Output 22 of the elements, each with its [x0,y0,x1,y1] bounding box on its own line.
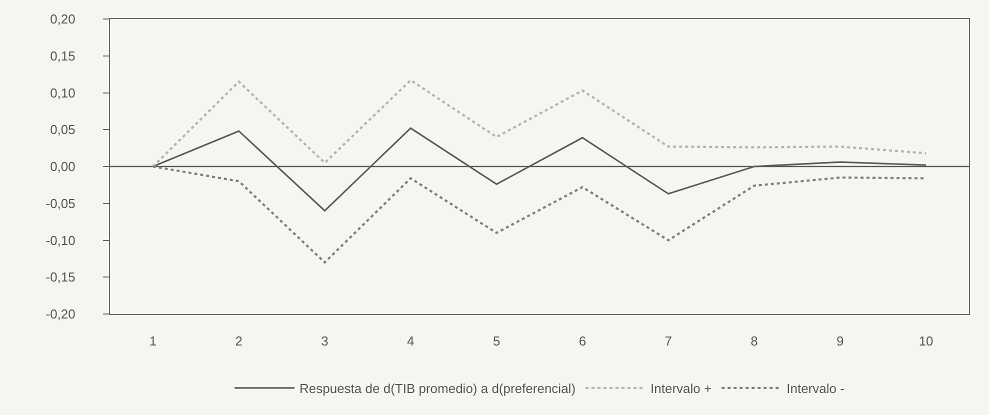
x-tick-label: 7 [664,334,672,349]
y-tick-label: -0,15 [46,270,76,285]
x-tick-label: 4 [407,334,414,349]
y-tick-label: 0,20 [50,12,76,27]
x-tick-label: 2 [235,334,242,349]
legend-label: Intervalo - [786,381,844,396]
x-tick-label: 8 [750,334,758,349]
y-tick-label: 0,00 [50,159,76,174]
x-tick-label: 5 [492,334,500,349]
x-tick-label: 3 [321,334,328,349]
x-tick-label: 9 [836,334,844,349]
y-tick-label: 0,10 [50,85,76,100]
y-tick-label: 0,05 [50,122,76,138]
x-tick-label: 10 [918,334,934,349]
x-tick-label: 1 [149,334,157,349]
y-tick-label: -0,10 [46,232,76,248]
legend-label: Intervalo + [650,381,712,396]
legend-label: Respuesta de d(TIB promedio) a d(preferencial) [300,381,576,396]
x-tick-label: 6 [578,334,586,349]
y-tick-label: 0,15 [50,48,76,64]
y-tick-label: -0,20 [46,306,76,322]
y-tick-label: -0,05 [46,196,76,211]
